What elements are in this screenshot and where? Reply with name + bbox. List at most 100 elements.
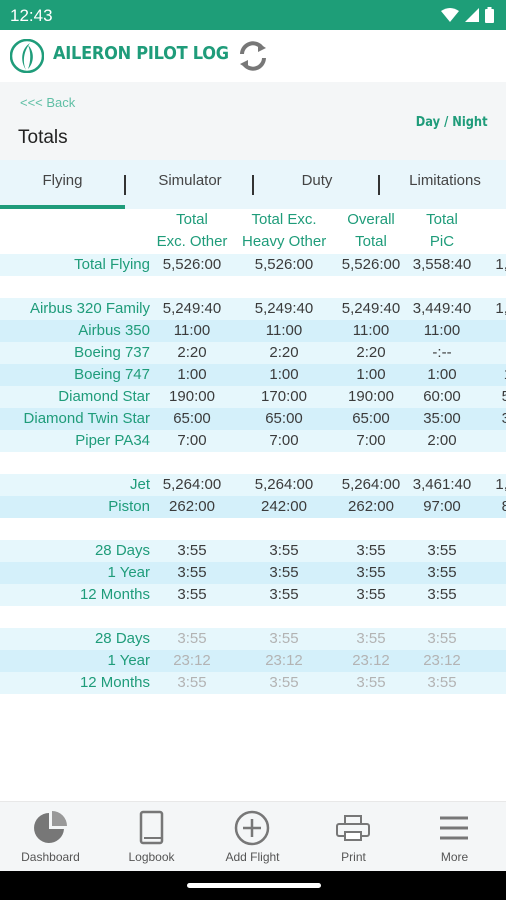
table-cell: 3 (468, 672, 506, 694)
table-cell: 5,249:40 (254, 300, 314, 317)
table-cell: 5,526:00 (162, 256, 222, 273)
table-row[interactable]: Jet 5,264:00 5,264:00 5,264:00 3,461:40 1,46 (0, 474, 506, 496)
table-cell: 190:00 (169, 388, 215, 405)
table-row[interactable]: Boeing 737 2:20 2:20 2:20 -:--- (0, 342, 506, 364)
table-cell: 30 (501, 410, 506, 427)
totals-table[interactable]: Total Exc. Other Total Exc. Heavy Other Over… (0, 209, 506, 801)
home-gesture-handle[interactable] (187, 883, 321, 888)
table-row[interactable]: Diamond Star 190:00 170:00 190:00 60:00 55 (0, 386, 506, 408)
tab-duty[interactable]: Duty (301, 172, 333, 189)
table-cell: 2:00 (427, 432, 457, 449)
table-cell: 3 (468, 628, 506, 650)
row-label: Boeing 737 (74, 344, 150, 361)
page-title: Totals (18, 127, 68, 148)
tab-limitations[interactable]: Limitations (409, 172, 481, 189)
table-cell: 97:00 (423, 498, 461, 515)
row-label: 12 Months (79, 674, 150, 691)
table-row[interactable]: 12 Months 3:55 3:55 3:55 3:55 3 (0, 584, 506, 606)
table-cell: 5,249:40 (162, 300, 222, 317)
nav-dashboard[interactable]: Dashboard (0, 802, 101, 872)
table-row[interactable]: Airbus 350 11:00 11:00 11:00 11:00 1 (0, 320, 506, 342)
table-cell: 1,44 (495, 300, 506, 317)
table-cell: 1:00 (356, 366, 386, 383)
status-bar: 12:43 (0, 0, 506, 30)
table-cell: 23:12 (423, 652, 461, 669)
table-cell: 3:55 (269, 674, 299, 691)
table-row[interactable]: Boeing 747 1:00 1:00 1:00 1:00 1: (0, 364, 506, 386)
table-cell: 2:20 (177, 344, 207, 361)
nav-print[interactable]: Print (303, 802, 404, 872)
table-cell: -:-- (432, 344, 452, 361)
row-label: Jet (129, 476, 150, 493)
table-cell: 1,54 (495, 256, 506, 273)
row-label: 28 Days (94, 542, 150, 559)
table-cell: 1,46 (495, 476, 506, 493)
table-cell: 3 (468, 540, 506, 562)
nav-add-flight[interactable]: Add Flight (202, 802, 303, 872)
table-row[interactable]: Total Flying 5,526:00 5,526:00 5,526:00 3,55… (0, 254, 506, 276)
table-row[interactable]: Piper PA34 7:00 7:00 7:00 2:00 2 (0, 430, 506, 452)
status-icons (441, 7, 494, 23)
tab-simulator[interactable]: Simulator (158, 172, 222, 189)
table-cell: 2:20 (269, 344, 299, 361)
table-cell: 23:12 (352, 652, 390, 669)
table-cell: 3,461:40 (412, 476, 472, 493)
book-icon (139, 810, 164, 845)
table-row[interactable]: Piston 262:00 242:00 262:00 97:00 87 (0, 496, 506, 518)
column-header: Exc. Other (156, 233, 228, 250)
table-cell: 3:55 (427, 564, 457, 581)
table-row[interactable]: Airbus 320 Family 5,249:40 5,249:40 5,249:4… (0, 298, 506, 320)
table-cell: 11:00 (352, 322, 390, 339)
table-cell: 3:55 (427, 630, 457, 647)
table-cell: 7:00 (177, 432, 207, 449)
table-cell: 65:00 (173, 410, 211, 427)
row-label: 12 Months (79, 586, 150, 603)
table-cell: 5,264:00 (254, 476, 314, 493)
nav-label: Dashboard (21, 850, 80, 864)
table-cell: 3:55 (177, 630, 207, 647)
table-cell: 3:55 (177, 586, 207, 603)
back-link[interactable]: <<< Back (20, 95, 76, 110)
table-cell: 2 (468, 430, 506, 452)
wifi-icon (441, 8, 459, 22)
tab-divider (378, 175, 380, 195)
table-cell: 3:55 (269, 586, 299, 603)
menu-icon (440, 816, 468, 840)
status-time: 12:43 (10, 6, 53, 25)
plus-circle-icon (234, 810, 270, 846)
table-row[interactable]: 28 Days 3:55 3:55 3:55 3:55 3 (0, 628, 506, 650)
nav-label: Add Flight (225, 850, 280, 864)
tab-flying[interactable]: Flying (42, 172, 83, 189)
table-cell: 3:55 (269, 542, 299, 559)
table-cell: 11:00 (173, 322, 211, 339)
table-row[interactable]: 28 Days 3:55 3:55 3:55 3:55 3 (0, 540, 506, 562)
table-row[interactable]: 1 Year 23:12 23:12 23:12 23:12 2 (0, 650, 506, 672)
table-row[interactable]: Diamond Twin Star 65:00 65:00 65:00 35:00 30 (0, 408, 506, 430)
table-cell: 3:55 (356, 674, 386, 691)
table-cell: - (468, 342, 506, 364)
table-cell: 35:00 (423, 410, 461, 427)
table-row[interactable]: 1 Year 3:55 3:55 3:55 3:55 3 (0, 562, 506, 584)
table-row[interactable]: 12 Months 3:55 3:55 3:55 3:55 3 (0, 672, 506, 694)
table-cell: 5,264:00 (162, 476, 222, 493)
table-cell: 3 (468, 584, 506, 606)
table-cell: 3,558:40 (412, 256, 472, 273)
app-title: AILERON PILOT LOG (53, 43, 229, 64)
table-spacer (0, 452, 506, 474)
table-cell: 3:55 (177, 564, 207, 581)
row-label: Airbus 350 (78, 322, 150, 339)
table-cell: 23:12 (265, 652, 303, 669)
column-header: Total (176, 211, 208, 228)
row-label: Total Flying (74, 256, 150, 273)
tab-divider (124, 175, 126, 195)
nav-more[interactable]: More (404, 802, 505, 872)
table-cell: 3:55 (356, 542, 386, 559)
sync-icon[interactable] (236, 39, 270, 73)
day-night-toggle[interactable]: Day / Night (416, 115, 488, 130)
table-spacer (0, 518, 506, 540)
nav-logbook[interactable]: Logbook (101, 802, 202, 872)
column-header: PiC (429, 233, 455, 250)
table-cell: 5,526:00 (254, 256, 314, 273)
nav-label: More (440, 850, 469, 864)
table-cell: 3:55 (356, 630, 386, 647)
